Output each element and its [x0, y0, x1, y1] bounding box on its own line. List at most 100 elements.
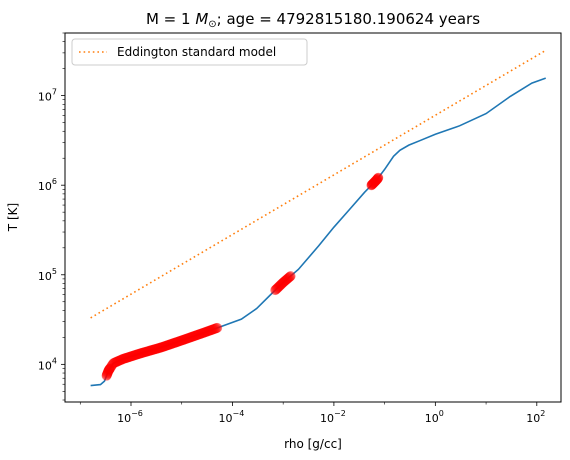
- highlight-marker: [157, 341, 168, 352]
- highlight-marker: [371, 174, 382, 185]
- highlight-marker: [194, 329, 205, 340]
- highlight-marker: [180, 334, 191, 345]
- highlight-marker: [281, 274, 292, 285]
- x-axis-label: rho [g/cc]: [284, 437, 342, 451]
- highlight-marker: [368, 178, 379, 189]
- highlight-marker: [139, 347, 150, 358]
- highlight-marker: [169, 337, 180, 348]
- highlight-marker: [145, 345, 156, 356]
- highlight-marker: [134, 348, 145, 359]
- highlight-marker: [368, 177, 379, 188]
- highlight-marker: [104, 364, 115, 375]
- highlight-marker: [370, 175, 381, 186]
- highlight-marker: [176, 335, 187, 346]
- highlight-marker: [271, 283, 282, 294]
- highlight-marker: [272, 282, 283, 293]
- highlight-marker: [123, 352, 134, 363]
- highlight-marker: [270, 285, 281, 296]
- highlight-marker: [114, 355, 125, 366]
- highlight-marker: [185, 332, 196, 343]
- highlight-marker: [137, 347, 148, 358]
- highlight-marker: [154, 342, 165, 353]
- highlight-marker: [105, 362, 116, 373]
- highlight-marker: [370, 176, 381, 187]
- highlight-marker: [113, 355, 124, 366]
- highlight-marker: [117, 354, 128, 365]
- highlight-marker: [103, 364, 114, 375]
- highlight-marker: [280, 275, 291, 286]
- highlight-marker: [167, 338, 178, 349]
- highlight-marker: [207, 324, 218, 335]
- highlight-marker: [203, 326, 214, 337]
- highlight-marker: [366, 180, 377, 191]
- highlight-marker: [371, 175, 382, 186]
- chart-title-symbol: M: [195, 10, 208, 28]
- highlight-marker: [101, 369, 112, 380]
- highlight-marker: [208, 324, 219, 335]
- highlight-marker: [159, 341, 170, 352]
- highlight-marker: [369, 176, 380, 187]
- highlight-marker: [108, 358, 119, 369]
- highlight-marker: [276, 278, 287, 289]
- y-tick-label: 104: [38, 356, 57, 372]
- highlight-markers: [101, 172, 384, 381]
- highlight-marker: [102, 368, 113, 379]
- highlight-marker: [163, 339, 174, 350]
- highlight-marker: [366, 179, 377, 190]
- highlight-marker: [132, 349, 143, 360]
- highlight-marker: [119, 353, 130, 364]
- highlight-marker: [136, 348, 147, 359]
- chart-title-subscript: ⊙: [208, 19, 216, 30]
- highlight-marker: [129, 350, 140, 361]
- highlight-marker: [185, 332, 196, 343]
- highlight-marker: [271, 284, 282, 295]
- highlight-marker: [104, 363, 115, 374]
- y-tick-label: 105: [38, 267, 57, 283]
- highlight-marker: [157, 342, 168, 353]
- highlight-marker: [162, 340, 173, 351]
- highlight-marker: [189, 330, 200, 341]
- series-line-stellar-model: [90, 77, 547, 387]
- highlight-marker: [153, 343, 164, 354]
- highlight-marker: [284, 271, 295, 282]
- highlight-marker: [143, 346, 154, 357]
- highlight-marker: [201, 326, 212, 337]
- highlight-marker: [191, 330, 202, 341]
- highlight-marker: [124, 351, 135, 362]
- highlight-marker: [125, 351, 136, 362]
- highlight-marker: [138, 347, 149, 358]
- highlight-marker: [160, 340, 171, 351]
- highlight-marker: [204, 325, 215, 336]
- highlight-marker: [372, 174, 383, 185]
- highlight-marker: [170, 337, 181, 348]
- highlight-marker: [165, 339, 176, 350]
- highlight-marker: [187, 331, 198, 342]
- y-axis: 104 105 106 107: [38, 32, 65, 401]
- highlight-marker: [372, 173, 383, 184]
- highlight-marker: [106, 361, 117, 372]
- highlight-marker: [209, 323, 220, 334]
- highlight-marker: [147, 345, 158, 356]
- highlight-marker: [118, 353, 129, 364]
- highlight-marker: [178, 334, 189, 345]
- highlight-marker: [369, 177, 380, 188]
- highlight-marker: [193, 329, 204, 340]
- highlight-marker: [282, 273, 293, 284]
- highlight-marker: [276, 279, 287, 290]
- highlight-marker: [192, 329, 203, 340]
- highlight-marker: [167, 338, 178, 349]
- series-line-eddington-standard-model: [90, 49, 547, 319]
- highlight-marker: [151, 343, 162, 354]
- highlight-marker: [148, 344, 159, 355]
- highlight-marker: [368, 178, 379, 189]
- chart-title-suffix: ; age = 4792815180.190624 years: [217, 10, 481, 28]
- highlight-marker: [200, 327, 211, 338]
- highlight-marker: [150, 343, 161, 354]
- highlight-marker: [102, 367, 113, 378]
- highlight-marker: [104, 363, 115, 374]
- highlight-marker: [281, 274, 292, 285]
- highlight-marker: [204, 325, 215, 336]
- highlight-marker: [164, 339, 175, 350]
- highlight-marker: [142, 346, 153, 357]
